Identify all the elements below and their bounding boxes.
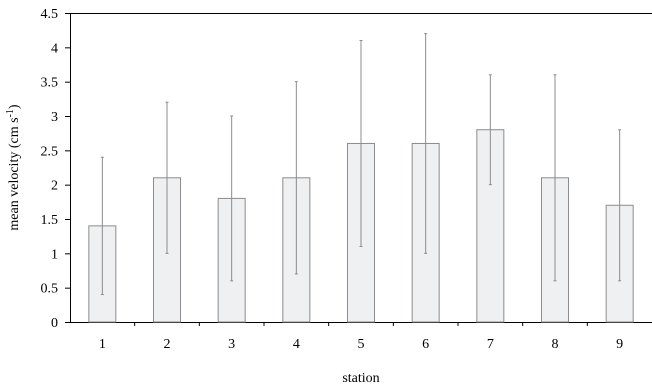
y-tick-label: 3 bbox=[51, 110, 58, 125]
y-tick-label: 0 bbox=[51, 316, 58, 331]
y-axis-title-close: ) bbox=[7, 104, 22, 109]
y-tick-label: 4.5 bbox=[41, 7, 59, 22]
y-tick-label: 1 bbox=[51, 247, 58, 262]
y-tick-label: 0.5 bbox=[41, 282, 59, 297]
x-tick-label: 8 bbox=[552, 337, 559, 352]
y-axis-title-main: mean velocity (cm s bbox=[7, 117, 22, 230]
x-tick-label: 3 bbox=[228, 337, 235, 352]
x-tick-label: 4 bbox=[293, 337, 300, 352]
y-axis-title-superscript: -1 bbox=[5, 109, 16, 117]
y-tick-label: 2 bbox=[51, 179, 58, 194]
x-tick-label: 1 bbox=[99, 337, 106, 352]
x-tick-label: 2 bbox=[164, 337, 171, 352]
x-axis-ticks: 1 2 3 4 5 6 7 8 9 bbox=[99, 322, 623, 352]
y-axis-title: mean velocity (cm s-1) bbox=[5, 104, 23, 230]
y-tick-label: 4 bbox=[51, 41, 58, 56]
x-tick-label: 9 bbox=[616, 337, 623, 352]
x-tick-label: 5 bbox=[358, 337, 365, 352]
y-tick-label: 1.5 bbox=[41, 213, 59, 228]
x-tick-label: 7 bbox=[487, 337, 494, 352]
y-tick-label: 3.5 bbox=[41, 76, 59, 91]
y-axis-ticks: 0 0.5 1 1.5 2 2.5 3 3.5 4 4.5 bbox=[41, 7, 70, 331]
x-tick-label: 6 bbox=[422, 337, 429, 352]
x-axis-title: station bbox=[342, 371, 379, 386]
y-tick-label: 2.5 bbox=[41, 144, 59, 159]
error-bars bbox=[100, 33, 622, 296]
bar-series bbox=[88, 129, 634, 323]
